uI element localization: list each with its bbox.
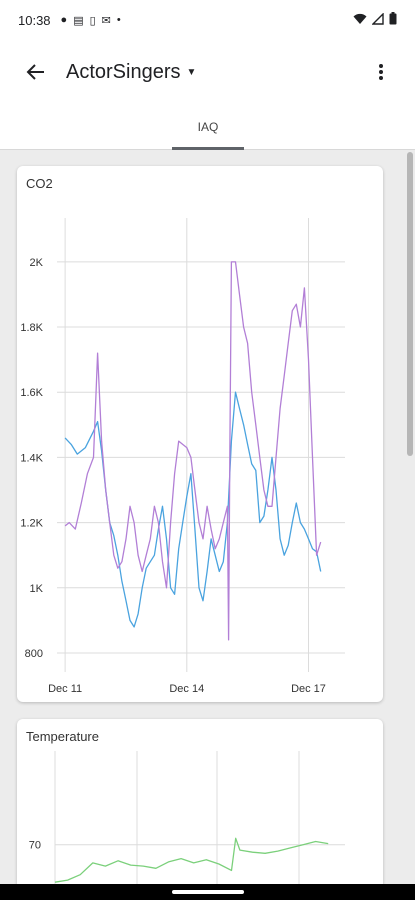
- co2-y-tick-label: 1.8K: [20, 322, 43, 334]
- tab-indicator: [172, 147, 244, 150]
- co2-series-line-0: [64, 391, 322, 628]
- page-title: ActorSingers: [66, 60, 181, 83]
- temperature-y-tick-label: 70: [29, 840, 41, 852]
- system-nav-bar: [0, 884, 415, 900]
- app-bar: ActorSingers ▼: [0, 40, 415, 104]
- scrollbar[interactable]: [407, 152, 413, 456]
- temperature-card-title: Temperature: [26, 729, 99, 744]
- more-dot-icon: •: [116, 14, 121, 26]
- project-selector[interactable]: ActorSingers ▼: [66, 61, 196, 84]
- temperature-chart: 70: [29, 751, 345, 889]
- co2-chart: 800 1K 1.2K 1.4K 1.6K 1.8K 2K Dec 11 Dec 14 Dec 1…: [20, 218, 345, 695]
- caret-down-icon: ▼: [186, 66, 197, 78]
- wifi-icon: [353, 13, 367, 28]
- co2-card: CO2 800 1K 1.2K 1.4K 1.6K 1.8K 2K Dec 11 Dec 14 D…: [17, 166, 383, 702]
- co2-y-tick-label: 1.2K: [20, 518, 43, 530]
- status-time: 10:38: [18, 12, 51, 28]
- status-left-icons: ● ▤ ▯ ✉ •: [61, 14, 121, 27]
- co2-y-tick-label: 1K: [30, 583, 44, 595]
- tab-iaq[interactable]: IAQ: [197, 120, 219, 134]
- co2-series-line-1: [64, 261, 322, 641]
- co2-y-tick-label: 2K: [30, 257, 44, 269]
- status-right-icons: [353, 11, 397, 28]
- home-gesture-handle[interactable]: [172, 890, 244, 894]
- message-icon: ▤: [73, 14, 84, 27]
- tab-bar: IAQ: [0, 104, 415, 150]
- overflow-menu-button[interactable]: [367, 58, 395, 86]
- arrow-back-icon: [26, 64, 44, 80]
- dot-icon: ●: [60, 14, 68, 26]
- mail-icon: ✉: [101, 14, 111, 27]
- more-vert-icon: [379, 64, 383, 80]
- battery-icon: [389, 12, 397, 28]
- temperature-card: Temperature 70: [17, 719, 383, 889]
- co2-x-tick-label: Dec 14: [169, 683, 204, 695]
- co2-x-tick-label: Dec 11: [48, 683, 82, 695]
- co2-x-tick-label: Dec 17: [291, 683, 326, 695]
- signal-icon: [371, 11, 384, 28]
- co2-y-tick-label: 800: [25, 648, 43, 660]
- co2-card-title: CO2: [26, 176, 53, 191]
- status-bar: 10:38 ● ▤ ▯ ✉ •: [0, 0, 415, 40]
- sim-icon: ▯: [89, 14, 96, 27]
- back-button[interactable]: [16, 52, 56, 92]
- co2-y-tick-label: 1.4K: [20, 452, 43, 464]
- temperature-series-line-0: [54, 837, 329, 883]
- co2-y-tick-label: 1.6K: [20, 387, 43, 399]
